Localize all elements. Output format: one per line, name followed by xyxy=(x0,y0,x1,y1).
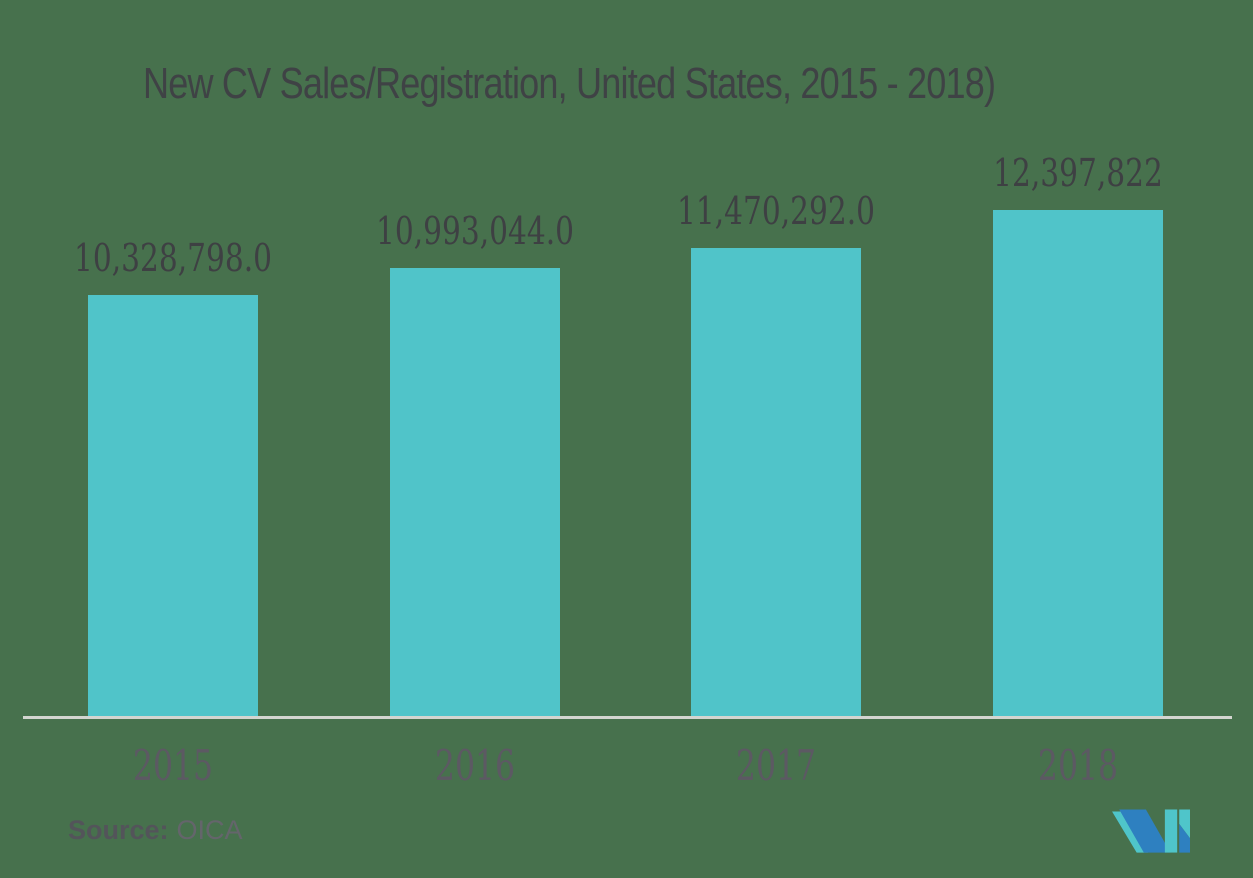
bar-2017 xyxy=(691,248,861,717)
bar-2016 xyxy=(390,268,560,717)
source-value: OICA xyxy=(176,815,243,845)
bar-2018 xyxy=(993,210,1163,717)
logo-right-teal-stroke xyxy=(1179,809,1190,839)
chart-title: New CV Sales/Registration, United States… xyxy=(143,59,996,108)
bar-value-label: 10,993,044.0 xyxy=(376,209,574,253)
logo-left-blue-diagonal xyxy=(1119,809,1171,853)
x-tick-label: 2016 xyxy=(434,741,516,790)
bar-value-label: 12,397,822 xyxy=(993,151,1163,195)
logo-middle-teal-bar xyxy=(1164,809,1178,853)
x-tick-label: 2018 xyxy=(1037,741,1119,790)
x-tick-label: 2015 xyxy=(132,741,214,790)
x-tick-label: 2017 xyxy=(735,741,817,790)
bar-value-label: 11,470,292.0 xyxy=(677,189,875,233)
source-note: Source: OICA xyxy=(68,815,243,846)
source-label: Source: xyxy=(68,815,169,845)
bar-2015 xyxy=(88,295,258,717)
x-axis-line xyxy=(23,716,1232,719)
logo-right-blue-triangle xyxy=(1179,823,1190,853)
mordor-intelligence-logo xyxy=(1112,809,1190,853)
bar-value-label: 10,328,798.0 xyxy=(74,236,272,280)
